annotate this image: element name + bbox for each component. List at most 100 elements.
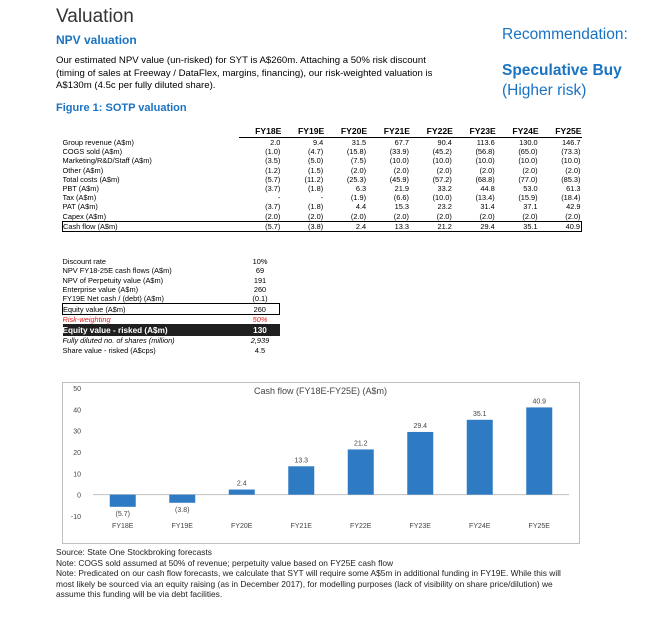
valuation-label: Share value - risked (A$cps)	[62, 345, 156, 355]
row-label: PAT (A$m)	[62, 202, 98, 212]
valuation-value: 260	[240, 303, 280, 315]
valuation-value: (0.1)	[252, 294, 268, 304]
table-cell: (2.0)	[393, 165, 409, 175]
cogs-note: Note: COGS sold assumed at 50% of revenu…	[56, 557, 394, 568]
x-tick-label: FY22E	[350, 523, 372, 530]
table-cell: (45.2)	[432, 147, 452, 157]
valuation-row: NPV of Perpetuity value (A$m) 191	[63, 276, 280, 285]
table-cell: (5.0)	[308, 156, 324, 166]
data-label: 40.9	[532, 398, 546, 405]
table-cell: (2.0)	[308, 211, 324, 221]
table-cell: 33.2	[437, 184, 452, 194]
table-cell: (56.8)	[475, 147, 495, 157]
row-label: Marketing/R&D/Staff (A$m)	[62, 156, 152, 166]
row-label: Capex (A$m)	[62, 211, 107, 221]
table-cell: 2.4	[324, 220, 368, 232]
y-tick-label: 20	[73, 450, 81, 457]
valuation-row: Equity value - risked (A$m) 130	[62, 324, 280, 337]
table-cell: 31.5	[351, 138, 367, 148]
table-cell: (3.5)	[265, 156, 281, 166]
chart-title: Cash flow (FY18E-FY25E) (A$m)	[254, 386, 388, 396]
table-cell: (5.7)	[265, 174, 281, 184]
table-cell: 6.3	[355, 184, 367, 194]
table-cell: (1.2)	[265, 165, 281, 175]
x-tick-label: FY25E	[529, 523, 551, 530]
table-cell: (10.0)	[561, 156, 581, 166]
valuation-table: Discount rate 10% NPV FY18-25E cash flows …	[62, 257, 280, 355]
table-cell: (1.0)	[265, 147, 281, 157]
valuation-label: Risk-weighting	[62, 314, 111, 324]
x-tick-label: FY18E	[112, 523, 134, 530]
y-tick-label: 40	[73, 407, 81, 414]
table-row: Other (A$m) (1.2) (1.5) (2.0) (2.0) (2.0) (2.0…	[63, 166, 582, 175]
row-label: Other (A$m)	[62, 165, 104, 175]
x-tick-label: FY20E	[231, 523, 253, 530]
table-cell: (1.9)	[350, 193, 367, 203]
funding-note: Note: Predicated on our cash flow foreca…	[56, 568, 561, 600]
data-label: 13.3	[294, 457, 308, 464]
valuation-row: Share value - risked (A$cps) 4.5	[62, 345, 280, 355]
table-cell: (77.0)	[518, 174, 538, 184]
chart-plot: -10 0 10 20 30 40 50 (5.7) FY18E (3.8) FY19E 2.4 FY2…	[71, 386, 569, 530]
table-cell: 130.0	[519, 138, 538, 148]
bar	[526, 407, 553, 495]
table-cell: (2.0)	[565, 165, 581, 175]
table-cell: (57.2)	[432, 174, 452, 184]
section-title: NPV valuation	[56, 33, 137, 47]
valuation-row: Fully diluted no. of shares (million) 2,9…	[63, 336, 280, 345]
table-cell: (2.0)	[265, 211, 281, 221]
table-cell: (15.8)	[346, 147, 367, 157]
table-cell: 2.0	[270, 138, 281, 148]
table-cell: (13.4)	[475, 193, 495, 203]
valuation-row: Discount rate 10%	[63, 257, 280, 266]
table-cell: (2.0)	[393, 211, 409, 221]
table-cell: 42.9	[566, 202, 581, 212]
cash-flow-chart: Cash flow (FY18E-FY25E) (A$m) -10 0 10 20 30…	[62, 382, 580, 544]
table-cell: (5.7)	[238, 220, 282, 232]
table-cell: (15.9)	[518, 193, 538, 203]
bar	[466, 419, 493, 495]
bar	[169, 494, 196, 503]
table-cell: 53.0	[523, 184, 538, 194]
table-cell: 44.8	[480, 184, 495, 194]
y-tick-label: 10	[73, 471, 81, 478]
figure-title: Figure 1: SOTP valuation	[56, 102, 187, 114]
table-cell: 21.2	[410, 220, 453, 232]
table-cell: 9.4	[312, 138, 324, 148]
table-cell: -	[277, 193, 281, 203]
table-cell: 15.3	[394, 202, 409, 212]
table-cell: (6.6)	[393, 193, 409, 203]
col-header: FY23E	[452, 125, 496, 138]
data-label: (3.8)	[175, 507, 189, 514]
data-label: 29.4	[413, 423, 427, 430]
table-cell: (2.0)	[479, 165, 495, 175]
col-header: FY20E	[324, 125, 368, 138]
valuation-row: Risk-weighting 50%	[63, 314, 280, 324]
table-cell: (85.3)	[561, 174, 581, 184]
table-cell: (7.5)	[350, 156, 367, 166]
table-cell: (2.0)	[436, 165, 452, 175]
page-title: Valuation	[56, 6, 134, 27]
recommendation-value: Speculative Buy	[502, 62, 622, 79]
table-cell: -	[320, 193, 324, 203]
valuation-value: 191	[253, 275, 267, 285]
valuation-label: Discount rate	[62, 257, 107, 267]
row-label: PBT (A$m)	[62, 184, 99, 194]
table-cell: (3.8)	[281, 220, 325, 232]
data-label: 21.2	[354, 440, 368, 447]
table-cell: 113.6	[476, 138, 495, 148]
table-row: Tax (A$m) - - (1.9) (6.6) (10.0) (13.4) (15.9) (…	[63, 193, 582, 202]
valuation-label: NPV of Perpetuity value (A$m)	[62, 275, 164, 285]
table-cell: (65.0)	[518, 147, 538, 157]
table-cell: (10.0)	[518, 156, 538, 166]
table-cell: (1.5)	[308, 165, 324, 175]
bar	[347, 449, 374, 495]
table-cell: (4.7)	[308, 147, 324, 157]
data-label: 35.1	[473, 411, 487, 418]
row-label: Tax (A$m)	[62, 193, 97, 203]
valuation-row: Equity value (A$m) 260	[62, 303, 280, 315]
x-tick-label: FY21E	[291, 523, 313, 530]
table-cell: 21.9	[394, 184, 409, 194]
x-tick-label: FY19E	[172, 523, 194, 530]
table-cell: (1.8)	[308, 202, 324, 212]
